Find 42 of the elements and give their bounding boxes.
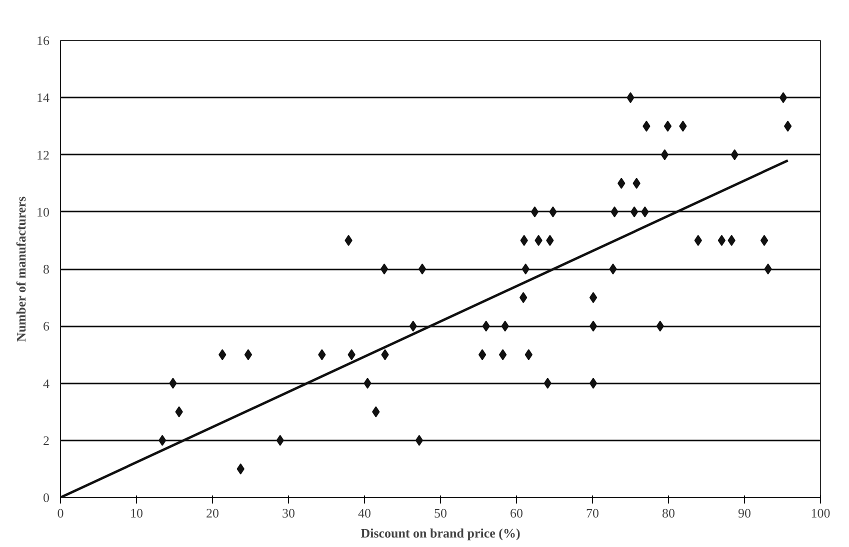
point xyxy=(660,149,669,160)
point xyxy=(589,378,598,389)
x-axis-title: Discount on brand price (%) xyxy=(360,526,520,540)
y-tick-label: 14 xyxy=(36,90,50,106)
point xyxy=(779,92,788,104)
point xyxy=(380,264,388,274)
y-tick-label: 0 xyxy=(43,490,50,505)
point xyxy=(760,234,768,246)
x-tick-label: 10 xyxy=(130,506,143,520)
point xyxy=(522,264,530,274)
y-tick-label: 16 xyxy=(36,33,50,48)
x-tick-label: 20 xyxy=(206,506,219,520)
point xyxy=(764,264,772,274)
point xyxy=(609,264,617,274)
point xyxy=(530,206,539,218)
point xyxy=(589,320,598,332)
x-tick-label: 50 xyxy=(434,506,447,520)
y-tick-label: 12 xyxy=(36,147,50,162)
point xyxy=(415,434,424,446)
y-tick-label: 2 xyxy=(43,432,50,448)
y-tick-label: 4 xyxy=(43,376,50,391)
point xyxy=(664,120,672,132)
x-tick-label: 30 xyxy=(282,506,295,520)
point xyxy=(498,349,507,360)
x-tick-label: 40 xyxy=(358,506,371,520)
x-tick-label: 0 xyxy=(57,506,64,520)
point xyxy=(630,206,638,218)
y-tick-label: 6 xyxy=(43,318,50,334)
point xyxy=(418,264,426,274)
x-tick-label: 90 xyxy=(738,506,751,520)
x-tick-label: 100 xyxy=(810,506,830,520)
point xyxy=(244,349,252,360)
x-tick-label: 70 xyxy=(586,506,599,520)
point xyxy=(718,234,726,246)
point xyxy=(478,349,486,360)
y-tick-label: 8 xyxy=(43,262,50,276)
x-tick-label: 60 xyxy=(510,506,523,520)
y-axis-title: Number of manufacturers xyxy=(14,196,28,342)
point xyxy=(589,292,598,304)
x-tick-label: 80 xyxy=(662,506,675,520)
y-tick-label: 10 xyxy=(36,204,50,220)
point xyxy=(784,120,792,132)
